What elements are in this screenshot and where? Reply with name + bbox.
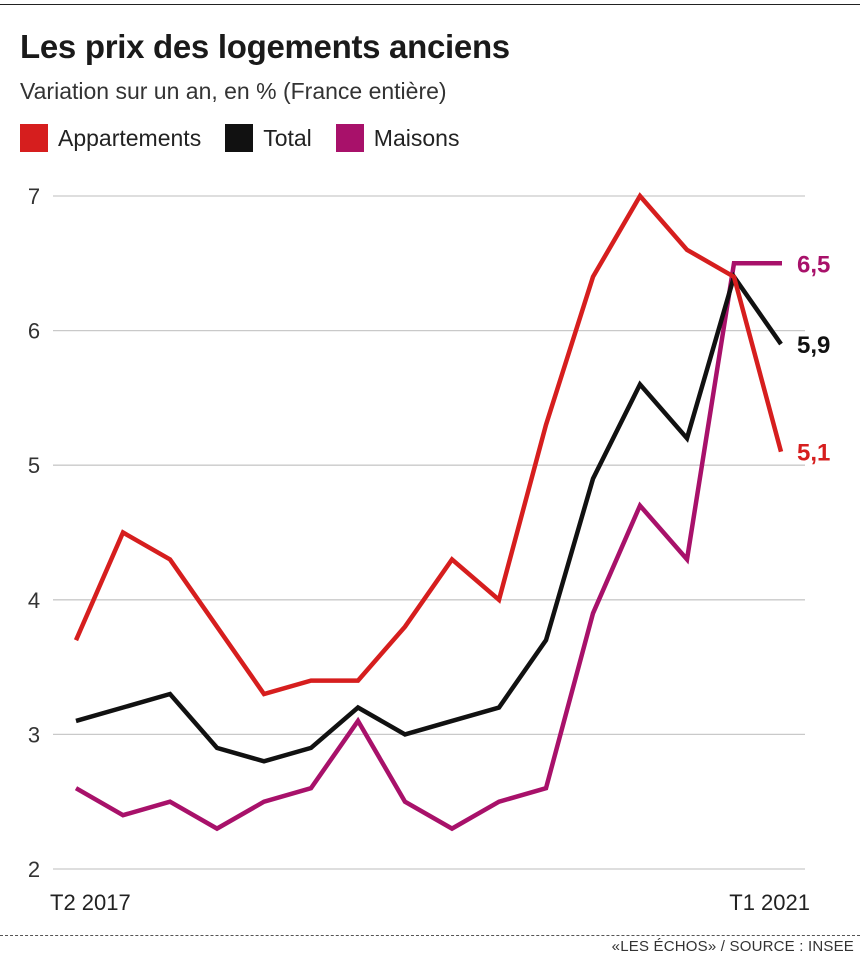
y-tick-label: 3: [28, 722, 40, 747]
legend: Appartements Total Maisons: [20, 124, 483, 152]
legend-label-maisons: Maisons: [373, 124, 460, 151]
chart-subtitle: Variation sur un an, en % (France entièr…: [20, 78, 447, 104]
end-label-total: 5,9: [797, 332, 830, 359]
y-tick-label: 4: [28, 588, 40, 613]
end-label-appartements: 5,1: [797, 440, 830, 467]
legend-item-appartements: Appartements: [20, 124, 201, 152]
series-line-appartements: [73, 192, 784, 697]
x-axis-tick-labels: T2 2017 T1 2021: [50, 890, 810, 915]
y-tick-label: 6: [28, 319, 40, 344]
legend-label-total: Total: [263, 124, 312, 151]
end-value-labels: 5,1 5,9 6,5: [797, 251, 830, 466]
footer-rule: [0, 935, 860, 936]
top-rule: [0, 4, 860, 5]
gridlines: [53, 195, 805, 870]
legend-swatch-total: [225, 124, 254, 152]
y-axis-tick-labels: 2 3 4 5 6 7: [28, 184, 40, 882]
y-tick-label: 5: [28, 453, 40, 478]
legend-item-total: Total: [225, 124, 312, 152]
legend-label-appartements: Appartements: [58, 124, 202, 151]
y-tick-label: 7: [28, 184, 40, 209]
end-label-maisons: 6,5: [797, 251, 830, 278]
x-tick-label-first: T2 2017: [50, 890, 131, 915]
source-credit: «LES ÉCHOS» / SOURCE : INSEE: [611, 938, 854, 955]
legend-swatch-appartements: [20, 124, 48, 152]
legend-swatch-maisons: [335, 124, 364, 152]
y-tick-label: 2: [28, 857, 40, 882]
series-line-maisons: [74, 261, 781, 832]
chart-title: Les prix des logements anciens: [20, 28, 510, 65]
legend-item-maisons: Maisons: [335, 124, 460, 152]
line-chart: 2 3 4 5 6 7 T2 2017 T1 2021 5,1 5,9 6,5: [28, 184, 831, 915]
series-lines: [73, 192, 784, 832]
series-line-total: [75, 271, 783, 764]
x-tick-label-last: T1 2021: [729, 890, 810, 915]
